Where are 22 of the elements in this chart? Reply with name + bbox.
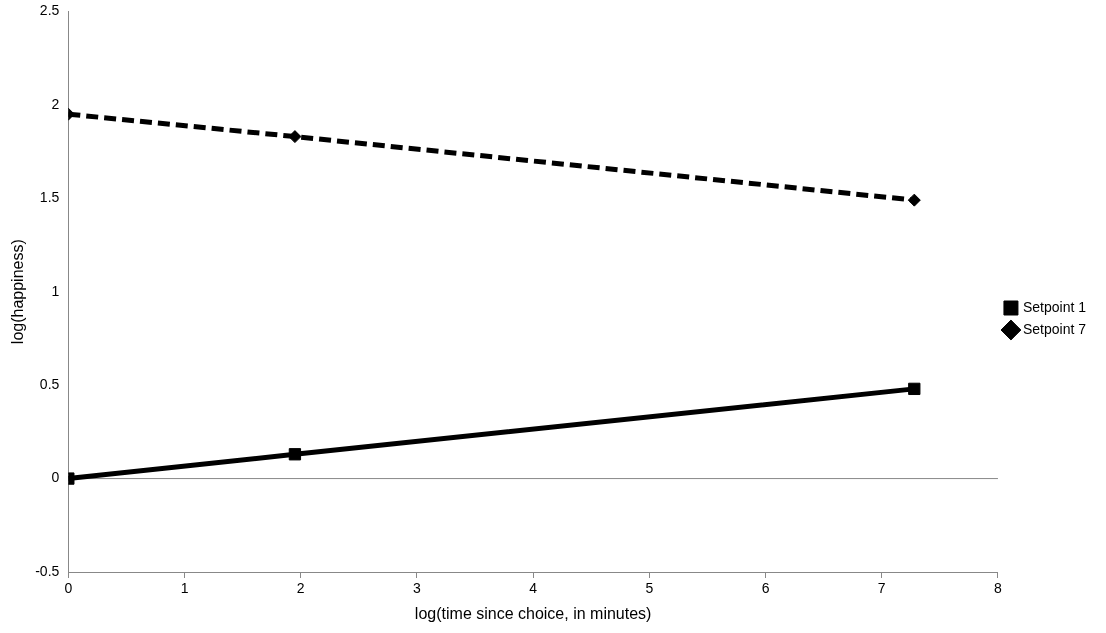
x-tick-label: 6 [761,580,770,597]
y-tick-label: -0.5 [35,562,60,579]
y-axis-title: log(happiness) [9,239,27,345]
x-tick-label: 8 [994,580,1003,597]
x-axis-title: log(time since choice, in minutes) [414,604,652,622]
legend-label: Setpoint 1 [1022,298,1087,315]
y-tick-label: 2 [51,95,60,112]
x-tick-label: 0 [64,580,73,597]
x-tick-label: 4 [529,580,538,597]
point [907,193,921,207]
legend-label: Setpoint 7 [1022,320,1087,337]
y-tick-label: 0 [51,469,60,486]
y-tick-label: 1 [51,282,60,299]
x-tick-label: 5 [645,580,654,597]
x-tick-label: 7 [877,580,886,597]
x-tick-label: 2 [296,580,305,597]
y-tick-label: 1.5 [39,189,60,206]
x-tick-label: 3 [413,580,422,597]
y-tick-label: 2.5 [39,2,60,19]
y-tick-label: 0.5 [39,375,60,392]
point [908,382,921,396]
x-tick-label: 1 [180,580,189,597]
